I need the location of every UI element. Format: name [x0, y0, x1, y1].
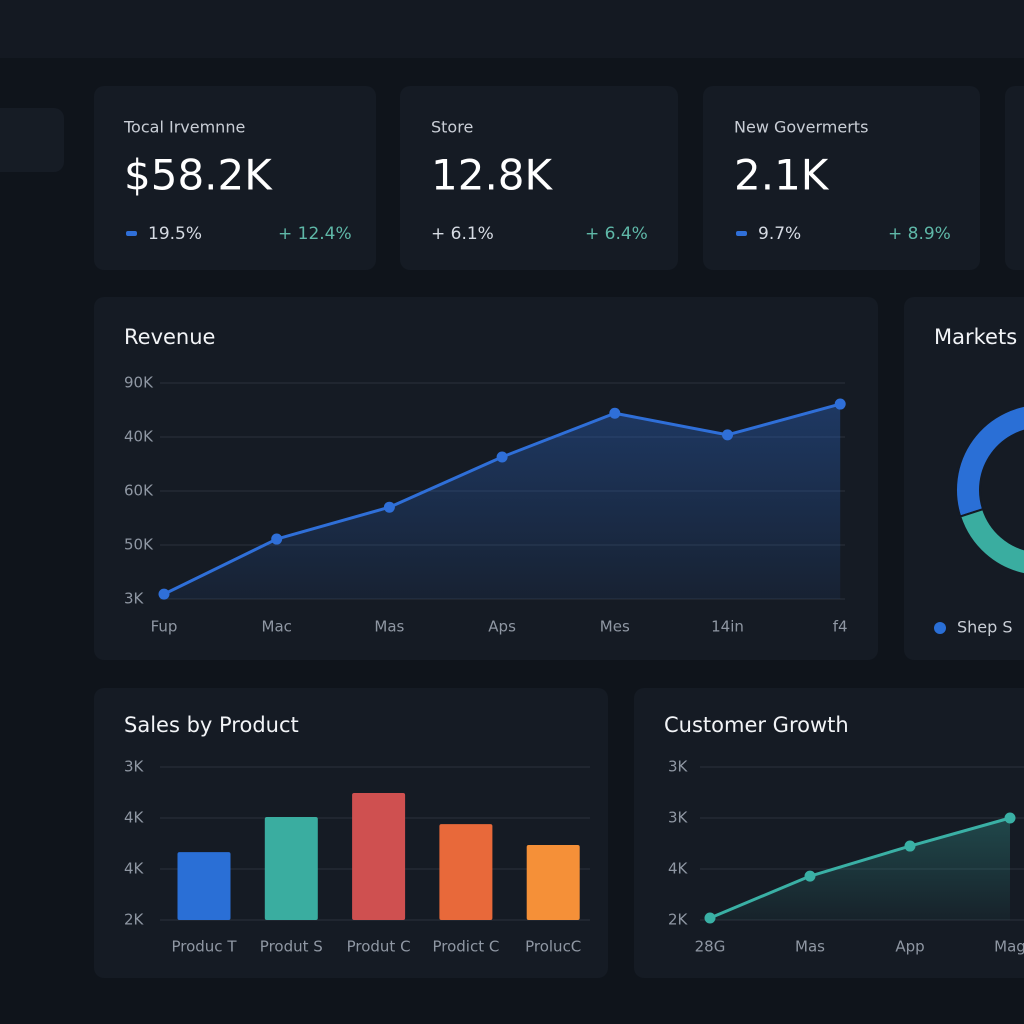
bar — [352, 793, 406, 920]
y-tick-label: 3K — [124, 590, 145, 608]
donut-segment — [958, 507, 1024, 576]
kpi-value: $58.2K — [124, 151, 273, 200]
y-tick-label: 4K — [124, 809, 145, 827]
x-tick-label: Produt C — [347, 938, 411, 956]
top-bar — [0, 0, 1024, 58]
kpi-title: New Govermerts — [734, 118, 868, 137]
y-tick-label: 2K — [124, 911, 145, 929]
x-tick-label: 14in — [711, 618, 744, 636]
line-marker — [1004, 812, 1016, 824]
kpi-change: 9.7% — [758, 224, 801, 244]
y-tick-label: 3K — [668, 809, 689, 827]
line-marker — [496, 451, 508, 463]
y-tick-label: 4K — [124, 860, 145, 878]
kpi-value: 12.8K — [431, 151, 554, 200]
line-marker — [804, 870, 816, 882]
kpi-change: + 6.1% — [431, 224, 494, 244]
chart-title: Customer Growth — [664, 713, 849, 737]
line-area — [710, 818, 1010, 920]
x-tick-label: Mas — [374, 618, 404, 636]
kpi-title: Store — [431, 118, 473, 137]
line-marker — [722, 429, 733, 441]
line-marker — [158, 588, 170, 600]
kpi-change: + 8.9% — [888, 224, 951, 244]
bar — [177, 852, 231, 920]
bar — [264, 816, 318, 920]
y-tick-label: 3K — [124, 758, 145, 776]
chart-title: Sales by Product — [124, 713, 299, 737]
x-tick-label: Mas — [795, 938, 825, 956]
x-tick-label: Aps — [488, 618, 516, 636]
y-tick-label: 60K — [124, 482, 154, 500]
bar — [526, 845, 580, 920]
y-tick-label: 4K — [668, 860, 689, 878]
line-marker — [834, 398, 846, 410]
x-tick-label: Mac — [262, 618, 292, 636]
x-tick-label: Prodict C — [432, 938, 499, 956]
bar — [439, 824, 493, 920]
y-tick-label: 2K — [668, 911, 689, 929]
line — [709, 816, 1011, 920]
change-icon — [126, 231, 137, 236]
kpi-card — [703, 86, 980, 270]
change-icon — [736, 231, 747, 236]
kpi-title: Tocal Irvemnne — [123, 118, 245, 137]
kpi-card — [1005, 86, 1024, 270]
line-marker — [704, 912, 716, 924]
legend-swatch — [934, 622, 946, 634]
line-area — [164, 404, 841, 599]
y-tick-label: 90K — [124, 374, 154, 392]
line-marker — [609, 407, 621, 419]
sidebar-item[interactable] — [0, 108, 64, 172]
kpi-card — [400, 86, 678, 270]
x-tick-label: Mes — [600, 618, 630, 636]
line-marker — [383, 501, 395, 513]
x-tick-label: Produt S — [260, 938, 323, 956]
y-tick-label: 3K — [668, 758, 689, 776]
kpi-change: + 6.4% — [585, 224, 648, 244]
kpi-change: + 12.4% — [278, 224, 352, 244]
y-tick-label: 40K — [124, 428, 154, 446]
x-tick-label: Mag — [994, 938, 1024, 956]
legend-label: Shep S — [957, 618, 1013, 637]
kpi-value: 2.1K — [734, 151, 830, 200]
line-marker — [271, 533, 283, 545]
line-marker — [904, 840, 916, 852]
chart-title: Revenue — [124, 325, 215, 349]
kpi-change: 19.5% — [148, 224, 202, 244]
chart-title: Markets — [934, 325, 1017, 349]
x-tick-label: Produc T — [171, 938, 237, 956]
x-tick-label: Fup — [151, 618, 178, 636]
x-tick-label: App — [895, 938, 924, 956]
x-tick-label: 28G — [695, 938, 726, 956]
x-tick-label: ProlucC — [525, 938, 581, 956]
x-tick-label: f4 — [833, 618, 848, 636]
y-tick-label: 50K — [124, 536, 154, 554]
kpi-card — [94, 86, 376, 270]
